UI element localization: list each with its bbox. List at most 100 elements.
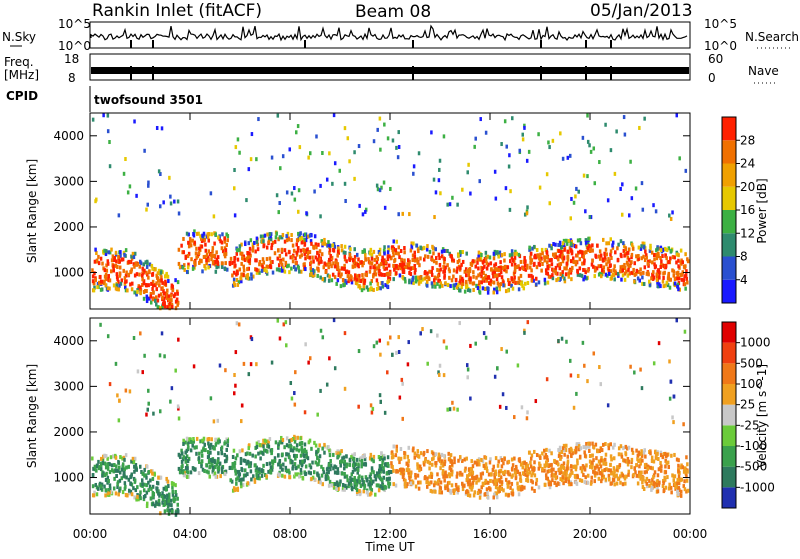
echo-cell — [555, 483, 558, 488]
echo-cell — [145, 288, 148, 293]
echo-cell — [380, 258, 384, 263]
echo-cell — [677, 473, 681, 478]
velocity-heatmap — [91, 318, 690, 517]
echo-cell — [198, 459, 201, 464]
echo-cell — [360, 458, 364, 463]
echo-cell — [426, 459, 430, 464]
echo-cell — [624, 481, 627, 486]
echo-cell — [486, 262, 490, 267]
echo-cell — [487, 472, 491, 477]
echo-cell — [269, 264, 272, 269]
x-tick-label: 12:00 — [373, 527, 408, 541]
echo-cell — [678, 287, 681, 292]
echo-cell — [402, 472, 405, 477]
echo-cell — [234, 145, 238, 150]
echo-cell — [616, 246, 619, 251]
echo-cell — [630, 447, 634, 452]
echo-cell — [109, 455, 113, 460]
echo-cell — [523, 460, 526, 465]
echo-cell — [309, 465, 313, 470]
echo-cell — [254, 468, 258, 473]
echo-cell — [561, 156, 565, 161]
echo-cell — [148, 484, 152, 489]
echo-cell — [151, 494, 155, 499]
echo-cell — [509, 189, 512, 194]
echo-cell — [664, 464, 667, 469]
echo-cell — [535, 265, 539, 270]
echo-cell — [103, 473, 107, 478]
echo-cell — [189, 437, 192, 442]
echo-cell — [319, 183, 322, 188]
echo-cell — [439, 191, 442, 196]
echo-cell — [160, 494, 164, 499]
echo-cell — [593, 265, 597, 270]
echo-cell — [498, 287, 501, 292]
echo-cell — [560, 249, 563, 254]
echo-cell — [231, 462, 235, 467]
echo-cell — [336, 278, 340, 283]
echo-cell — [409, 474, 413, 479]
echo-cell — [437, 481, 440, 486]
echo-cell — [592, 469, 595, 474]
echo-cell — [409, 272, 413, 277]
echo-cell — [355, 252, 359, 257]
echo-cell — [566, 254, 570, 259]
echo-cell — [258, 470, 261, 475]
echo-cell — [498, 266, 501, 271]
echo-cell — [478, 462, 481, 467]
echo-cell — [493, 492, 496, 497]
echo-cell — [98, 280, 101, 285]
echo-cell — [535, 248, 539, 253]
echo-cell — [397, 335, 400, 340]
echo-cell — [655, 483, 659, 488]
echo-cell — [529, 464, 533, 469]
echo-cell — [665, 280, 669, 285]
echo-cell — [576, 373, 580, 378]
echo-cell — [370, 457, 374, 462]
echo-cell — [149, 478, 152, 483]
echo-cell — [446, 263, 449, 268]
echo-cell — [656, 473, 660, 478]
echo-cell — [336, 249, 340, 254]
echo-cell — [446, 407, 449, 412]
echo-cell — [196, 254, 200, 259]
echo-cell — [426, 244, 429, 249]
echo-cell — [622, 115, 626, 120]
echo-cell — [421, 277, 424, 282]
echo-cell — [114, 361, 118, 366]
echo-cell — [477, 250, 481, 255]
echo-cell — [446, 481, 450, 486]
echo-cell — [387, 481, 390, 486]
echo-cell — [242, 272, 245, 277]
echo-cell — [118, 271, 122, 276]
echo-cell — [214, 269, 218, 274]
echo-cell — [103, 268, 107, 273]
echo-cell — [472, 287, 475, 292]
echo-cell — [676, 477, 679, 482]
echo-cell — [361, 478, 364, 483]
echo-cell — [290, 437, 293, 442]
echo-cell — [383, 251, 386, 256]
echo-cell — [237, 280, 241, 285]
echo-cell — [576, 458, 579, 463]
echo-cell — [417, 151, 421, 156]
echo-cell — [250, 477, 253, 482]
echo-cell — [352, 457, 356, 462]
echo-cell — [477, 273, 480, 278]
echo-cell — [93, 259, 97, 264]
echo-cell — [207, 231, 211, 236]
echo-cell — [233, 186, 236, 191]
echo-cell — [615, 467, 619, 472]
echo-cell — [409, 470, 412, 475]
echo-cell — [637, 256, 640, 261]
echo-cell — [142, 482, 146, 487]
echo-cell — [506, 484, 510, 489]
y-tick-label: 2000 — [53, 425, 84, 439]
echo-cell — [652, 270, 655, 275]
echo-cell — [500, 275, 504, 280]
echo-cell — [493, 478, 497, 483]
echo-cell — [332, 318, 336, 323]
echo-cell — [240, 466, 243, 471]
echo-cell — [450, 278, 454, 283]
